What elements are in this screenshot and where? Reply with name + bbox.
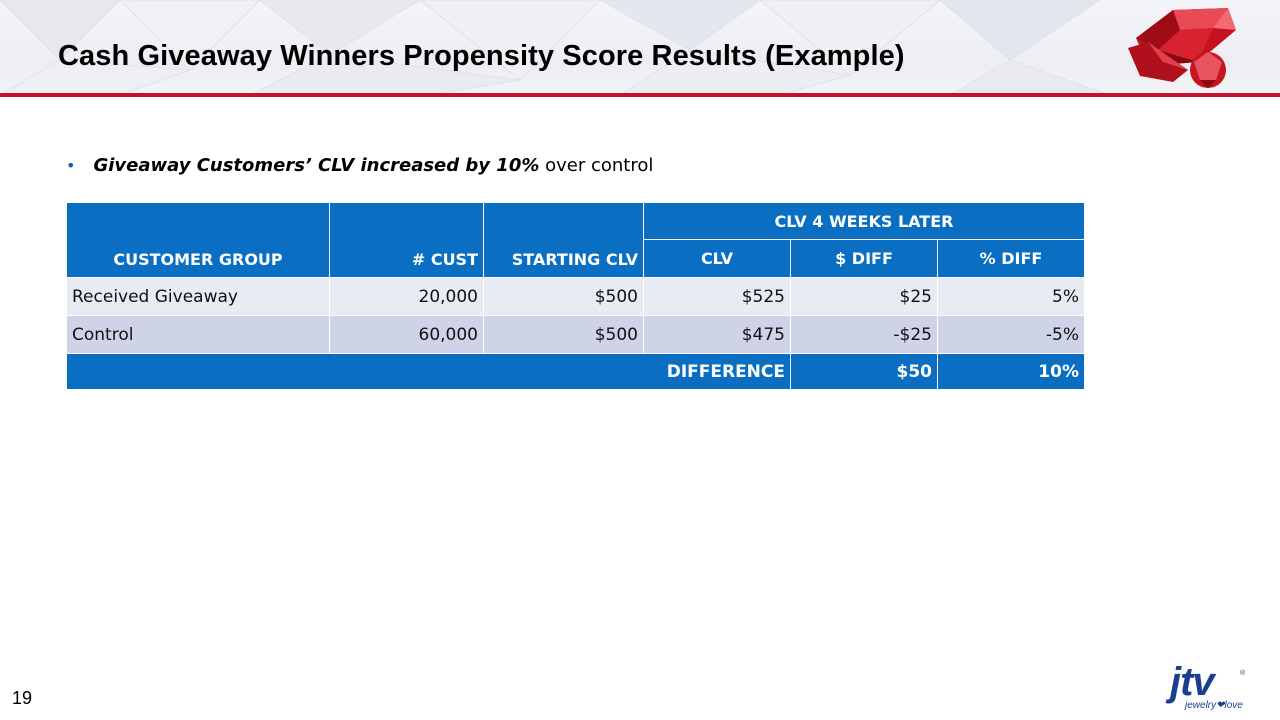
cell-clv: $525 — [643, 277, 791, 316]
header-starting-clv: STARTING CLV — [483, 202, 644, 278]
header-pct-diff: % DIFF — [937, 239, 1085, 278]
faceted-pattern — [0, 0, 1111, 95]
header-clv: CLV — [643, 239, 791, 278]
cell-starting: $500 — [483, 315, 644, 354]
table-row: Control 60,000 $500 $475 -$25 -5% — [66, 315, 1085, 354]
bullet-rest: over control — [539, 155, 654, 176]
cell-group: Received Giveaway — [66, 277, 330, 316]
cell-cust: 60,000 — [329, 315, 484, 354]
bullet-emphasis: Giveaway Customers’ CLV increased by 10% — [93, 155, 540, 176]
total-label: DIFFERENCE — [66, 353, 791, 390]
total-dollar-diff: $50 — [790, 353, 938, 390]
cell-pct-diff: 5% — [937, 277, 1085, 316]
cell-cust: 20,000 — [329, 277, 484, 316]
jtv-logo: jtv ® jewelry❤love — [1160, 660, 1260, 715]
cell-starting: $500 — [483, 277, 644, 316]
ruby-gems-icon — [1128, 8, 1236, 88]
table-row: Received Giveaway 20,000 $500 $525 $25 5… — [66, 277, 1085, 316]
cell-pct-diff: -5% — [937, 315, 1085, 354]
header-clv-4-weeks-later: CLV 4 WEEKS LATER — [643, 202, 1085, 240]
logo-tagline: jewelry❤love — [1185, 700, 1243, 711]
header-customer-group: CUSTOMER GROUP — [66, 202, 330, 278]
cell-clv: $475 — [643, 315, 791, 354]
header-dollar-diff: $ DIFF — [790, 239, 938, 278]
bullet-marker: • — [66, 156, 76, 175]
logo-registered-mark: ® — [1240, 670, 1246, 677]
cell-dollar-diff: -$25 — [790, 315, 938, 354]
total-row: DIFFERENCE $50 10% — [66, 353, 1085, 390]
logo-wordmark: jtv — [1170, 660, 1215, 704]
cell-dollar-diff: $25 — [790, 277, 938, 316]
page-number: 19 — [12, 688, 33, 708]
slide-title: Cash Giveaway Winners Propensity Score R… — [58, 40, 905, 72]
header-background — [0, 0, 1280, 95]
bullet-point: • Giveaway Customers’ CLV increased by 10… — [66, 155, 653, 176]
header-num-cust: # CUST — [329, 202, 484, 278]
cell-group: Control — [66, 315, 330, 354]
clv-results-table: CUSTOMER GROUP # CUST STARTING CLV CLV 4… — [66, 202, 1085, 390]
total-pct-diff: 10% — [937, 353, 1085, 390]
title-divider — [0, 93, 1280, 97]
